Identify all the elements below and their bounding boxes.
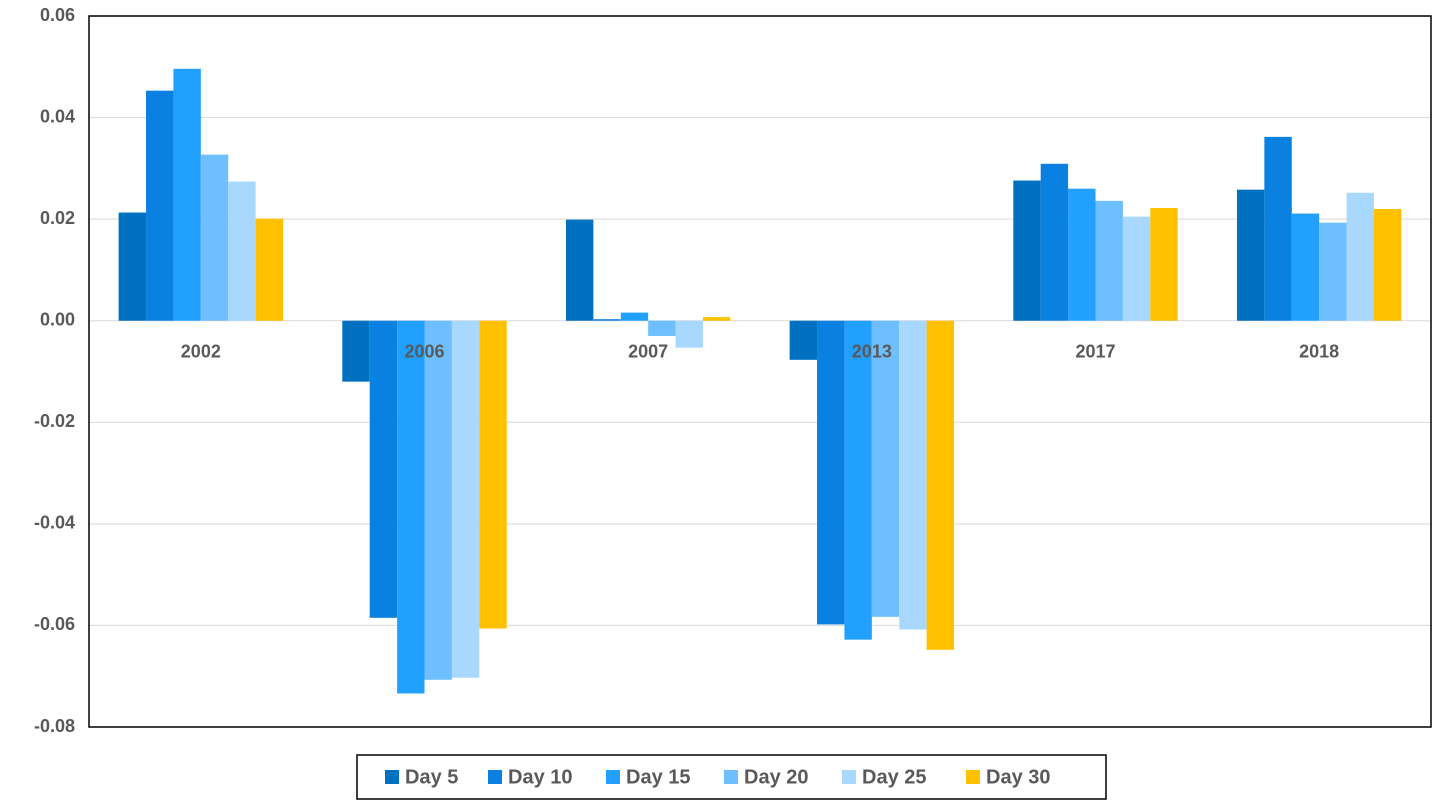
bar xyxy=(1373,208,1402,321)
x-tick-label: 2002 xyxy=(181,341,221,361)
grid xyxy=(89,15,1431,728)
bar xyxy=(844,320,872,640)
bar xyxy=(899,320,927,630)
bar xyxy=(675,320,703,348)
legend-label: Day 5 xyxy=(405,766,458,788)
legend-swatch xyxy=(966,770,980,784)
y-tick-label: -0.02 xyxy=(34,411,75,431)
bar xyxy=(871,320,900,617)
bar xyxy=(173,68,201,321)
plot-border xyxy=(88,15,1432,728)
legend-swatch xyxy=(724,770,738,784)
y-tick-label: 0.02 xyxy=(40,208,75,228)
bar xyxy=(565,219,594,321)
bar xyxy=(146,90,174,321)
bar xyxy=(369,320,398,618)
y-tick-label: -0.04 xyxy=(34,513,75,533)
bar xyxy=(424,320,452,680)
legend-label: Day 20 xyxy=(744,766,809,788)
bar xyxy=(593,319,621,321)
bar xyxy=(648,320,676,336)
bar xyxy=(255,218,284,321)
bar xyxy=(1346,192,1374,321)
bar xyxy=(397,320,425,694)
bar xyxy=(1095,200,1123,321)
bar xyxy=(1264,136,1292,321)
bar xyxy=(1291,213,1320,321)
x-tick-label: 2017 xyxy=(1075,341,1115,361)
bar xyxy=(200,154,229,321)
bar xyxy=(228,181,256,321)
y-tick-label: -0.08 xyxy=(34,716,75,736)
bar xyxy=(1068,188,1096,321)
legend-label: Day 30 xyxy=(986,766,1051,788)
x-tick-label: 2007 xyxy=(628,341,668,361)
bar xyxy=(702,317,731,321)
legend-swatch xyxy=(385,770,399,784)
bar xyxy=(1150,207,1178,321)
bar xyxy=(1319,222,1347,321)
bar xyxy=(1040,163,1069,321)
bar xyxy=(789,320,818,360)
legend-swatch xyxy=(606,770,620,784)
legend-swatch xyxy=(842,770,856,784)
y-tick-label: -0.06 xyxy=(34,614,75,634)
bar xyxy=(342,320,370,382)
bar xyxy=(451,320,480,678)
bars xyxy=(118,68,1402,694)
bar xyxy=(926,320,955,650)
x-tick-label: 2006 xyxy=(404,341,444,361)
bar xyxy=(118,212,147,321)
y-tick-label: 0.04 xyxy=(40,106,75,126)
bar xyxy=(479,320,507,629)
x-tick-label: 2013 xyxy=(852,341,892,361)
y-tick-label: 0.00 xyxy=(40,309,75,329)
x-tick-label: 2018 xyxy=(1299,341,1339,361)
bar xyxy=(1236,189,1265,321)
legend-label: Day 10 xyxy=(508,766,573,788)
legend-label: Day 15 xyxy=(626,766,691,788)
y-tick-label: 0.06 xyxy=(40,5,75,25)
bar xyxy=(1013,180,1041,321)
legend-label: Day 25 xyxy=(862,766,927,788)
legend-swatch xyxy=(488,770,502,784)
bar xyxy=(1122,216,1151,321)
bar xyxy=(620,312,649,321)
bar xyxy=(817,320,845,625)
